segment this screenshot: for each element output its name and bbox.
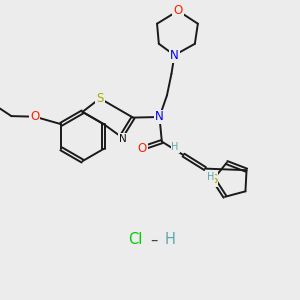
Text: S: S — [210, 172, 217, 186]
Text: O: O — [30, 110, 39, 123]
Text: H: H — [207, 172, 214, 182]
Text: O: O — [138, 142, 147, 155]
Text: –: – — [150, 232, 157, 247]
Text: H: H — [171, 142, 179, 152]
Text: N: N — [155, 110, 164, 124]
Text: H: H — [165, 232, 176, 247]
Text: Cl: Cl — [128, 232, 142, 247]
Text: N: N — [119, 134, 127, 144]
Text: O: O — [173, 4, 183, 17]
Text: N: N — [170, 49, 179, 62]
Text: S: S — [96, 92, 103, 105]
